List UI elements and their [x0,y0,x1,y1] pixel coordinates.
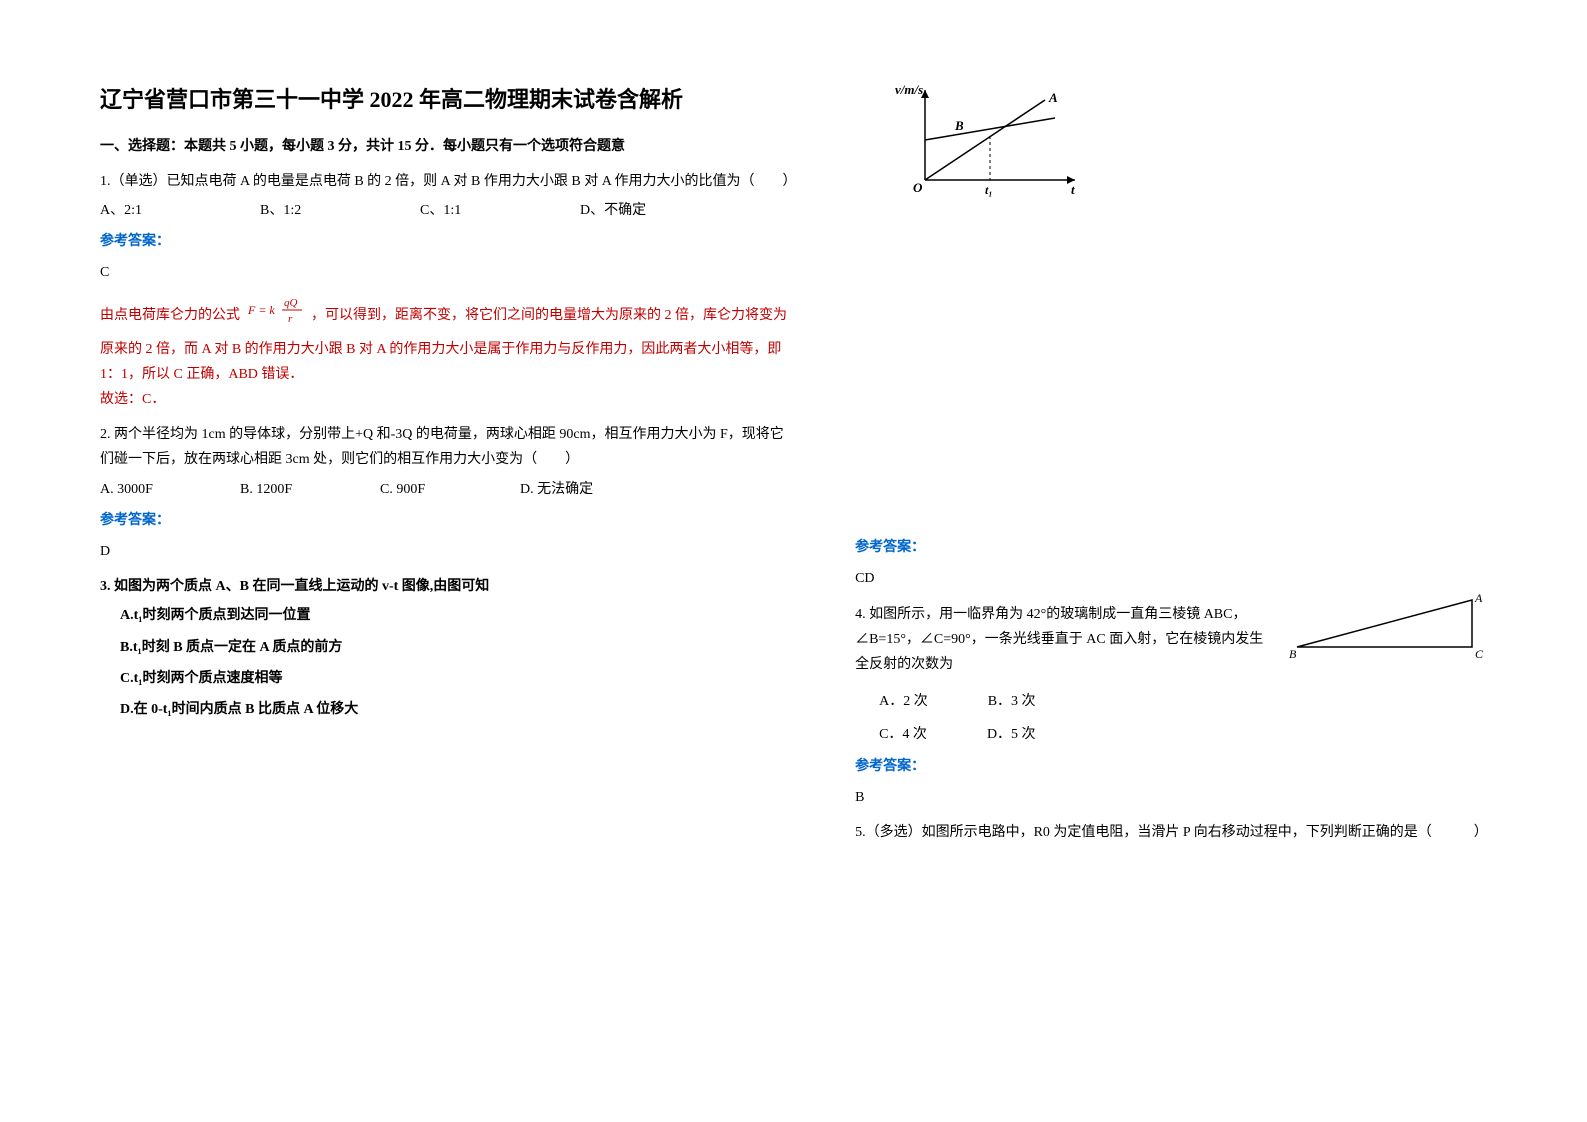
page-title: 辽宁省营口市第三十一中学 2022 年高二物理期末试卷含解析 [100,80,795,120]
q1-ans-label: 参考答案： [100,229,795,254]
q3-opt-c: C.t₁时刻两个质点速度相等 [100,666,795,691]
q3-ans-label: 参考答案： [855,535,1487,560]
formula-coulomb: F = k qQ r [248,294,304,337]
svg-text:r: r [288,313,293,325]
q2-opt-a: A. 3000F [100,477,220,502]
q4-opt-c: C．4 次 [879,722,927,747]
q4-stem: 4. 如图所示，用一临界角为 42°的玻璃制成一直角三棱镜 ABC，∠B=15°… [855,602,1267,678]
prism-label-a: A [1474,592,1483,605]
q2-ans-label: 参考答案： [100,508,795,533]
q4-options-row1: A．2 次 B．3 次 [855,689,1487,714]
q3-stem-text: 如图为两个质点 A、B 在同一直线上运动的 v-t 图像,由图可知 [114,579,489,594]
q1-options: A、2:1 B、1:2 C、1:1 D、不确定 [100,198,795,223]
section-heading: 一、选择题：本题共 5 小题，每小题 3 分，共计 15 分．每小题只有一个选项… [100,134,795,159]
q4-ans: B [855,785,1487,810]
q3-stem: 3. 如图为两个质点 A、B 在同一直线上运动的 v-t 图像,由图可知 [100,574,795,599]
q1-opt-c: C、1:1 [420,198,540,223]
q3-ans: CD [855,566,1487,591]
q4-opt-a: A．2 次 [879,689,928,714]
prism-label-c: C [1475,647,1484,661]
graph-label-o: O [913,180,923,195]
q3-opt-d: D.在 0-t₁时间内质点 B 比质点 A 位移大 [100,697,795,722]
q1-opt-a: A、2:1 [100,198,220,223]
q1-stem: 1.（单选）已知点电荷 A 的电量是点电荷 B 的 2 倍，则 A 对 B 作用… [100,169,795,194]
prism-label-b: B [1289,647,1297,661]
prism-diagram: A B C [1287,592,1487,671]
q1-opt-b: B、1:2 [260,198,380,223]
q1-opt-d: D、不确定 [580,198,700,223]
vt-graph: v/m/s A B O t₁ t [895,80,1487,209]
q2-options: A. 3000F B. 1200F C. 900F D. 无法确定 [100,477,795,502]
graph-label-t1: t₁ [985,183,993,197]
q2-opt-d: D. 无法确定 [520,477,640,502]
graph-label-a: A [1048,90,1058,105]
q5-stem: 5.（多选）如图所示电路中，R0 为定值电阻，当滑片 P 向右移动过程中，下列判… [855,820,1487,845]
q2-opt-c: C. 900F [380,477,500,502]
svg-text:F = k: F = k [248,303,275,317]
axis-x-label: t [1071,182,1075,197]
q4-ans-label: 参考答案： [855,754,1487,779]
q4-opt-d: D．5 次 [987,722,1036,747]
q1-exp-conclusion: 故选：C． [100,387,795,412]
q3-stem-prefix: 3. [100,579,114,594]
axis-y-label: v/m/s [895,82,923,97]
q1-ans: C [100,260,795,285]
q1-exp-part1: 由点电荷库仑力的公式 [100,307,240,322]
q4-opt-b: B．3 次 [988,689,1036,714]
q1-explanation: 由点电荷库仑力的公式 F = k qQ r ，可以得到，距离不变，将它们之间的电… [100,294,795,413]
q2-ans: D [100,539,795,564]
q3-opt-b: B.t₁时刻 B 质点一定在 A 质点的前方 [100,635,795,660]
q2-stem: 2. 两个半径均为 1cm 的导体球，分别带上+Q 和-3Q 的电荷量，两球心相… [100,422,795,472]
q2-opt-b: B. 1200F [240,477,360,502]
graph-label-b: B [954,118,964,133]
q4-options-row2: C．4 次 D．5 次 [855,722,1487,747]
q3-opt-a: A.t₁时刻两个质点到达同一位置 [100,603,795,628]
svg-text:qQ: qQ [284,297,298,309]
